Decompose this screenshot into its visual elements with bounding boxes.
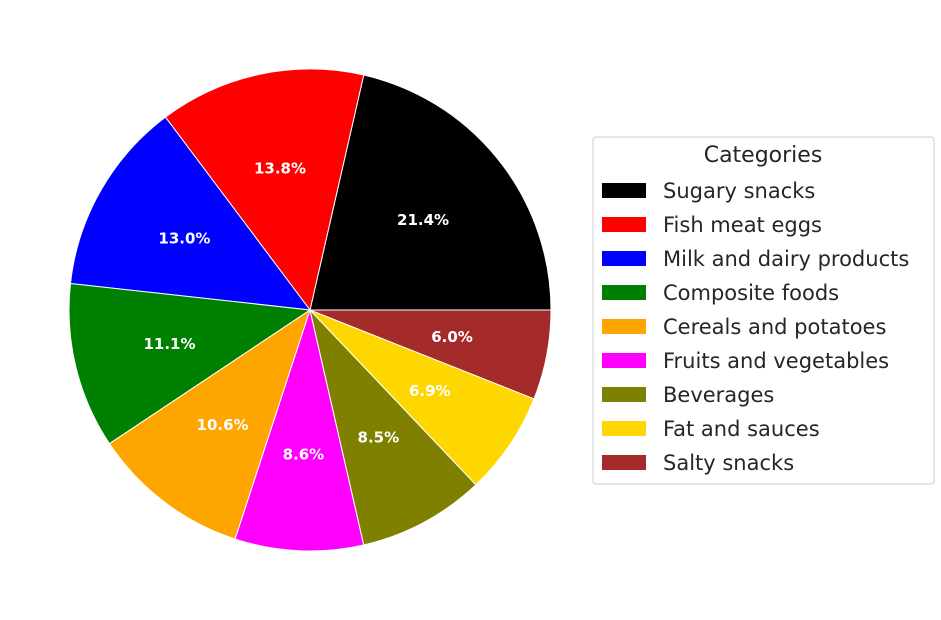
pie-percent-label: 21.4% [397, 211, 449, 229]
pie-percent-labels: 21.4% 13.8% 13.0% 11.1% 10.6% 8.6% 8.5% 6.9% 6.0… [143, 160, 472, 464]
pie-slice-salty-snacks [309, 309, 552, 400]
legend-label: Composite foods [663, 281, 839, 305]
legend-label: Fruits and vegetables [663, 349, 889, 373]
legend-label: Milk and dairy products [663, 247, 909, 271]
legend-swatch [602, 285, 646, 300]
legend-swatch [602, 251, 646, 266]
legend-frame [592, 136, 935, 485]
legend-label: Fat and sauces [663, 417, 820, 441]
legend-swatch [602, 319, 646, 334]
pie-percent-label: 10.6% [197, 416, 249, 434]
pie-percent-label: 8.6% [283, 445, 325, 463]
pie-percent-label: 8.5% [358, 428, 400, 446]
pie-percent-label: 6.0% [431, 328, 473, 346]
legend-swatch [602, 183, 646, 198]
pie-slice-beverages [309, 308, 477, 546]
legend: Categories Sugary snacks Fish meat eggs Mi… [592, 136, 935, 485]
pie-percent-label: 6.9% [409, 382, 451, 400]
pie-percent-label: 13.8% [254, 160, 306, 178]
pie-slice-sugary-snacks [309, 74, 552, 311]
legend-items: Sugary snacks Fish meat eggs Milk and dair… [602, 179, 909, 475]
legend-label: Beverages [663, 383, 774, 407]
legend-label: Cereals and potatoes [663, 315, 886, 339]
pie-slice-fat-and-sauces [309, 309, 535, 486]
pie-slice-milk-and-dairy-products [69, 116, 312, 311]
legend-swatch [602, 353, 646, 368]
legend-label: Salty snacks [663, 451, 794, 475]
legend-swatch [602, 421, 646, 436]
pie-slice-fruits-and-vegetables [234, 308, 365, 552]
pie-slice-fish-meat-eggs [164, 68, 365, 312]
pie-slice-composite-foods [68, 282, 312, 445]
legend-swatch [602, 455, 646, 470]
legend-swatch [602, 217, 646, 232]
pie-percent-label: 13.0% [158, 229, 210, 247]
legend-title: Categories [704, 143, 823, 168]
legend-label: Fish meat eggs [663, 213, 822, 237]
legend-label: Sugary snacks [663, 179, 815, 203]
legend-swatch [602, 387, 646, 402]
pie-slice-cereals-and-potatoes [108, 308, 311, 540]
pie-percent-label: 11.1% [143, 335, 195, 353]
pie-slices [68, 68, 552, 552]
